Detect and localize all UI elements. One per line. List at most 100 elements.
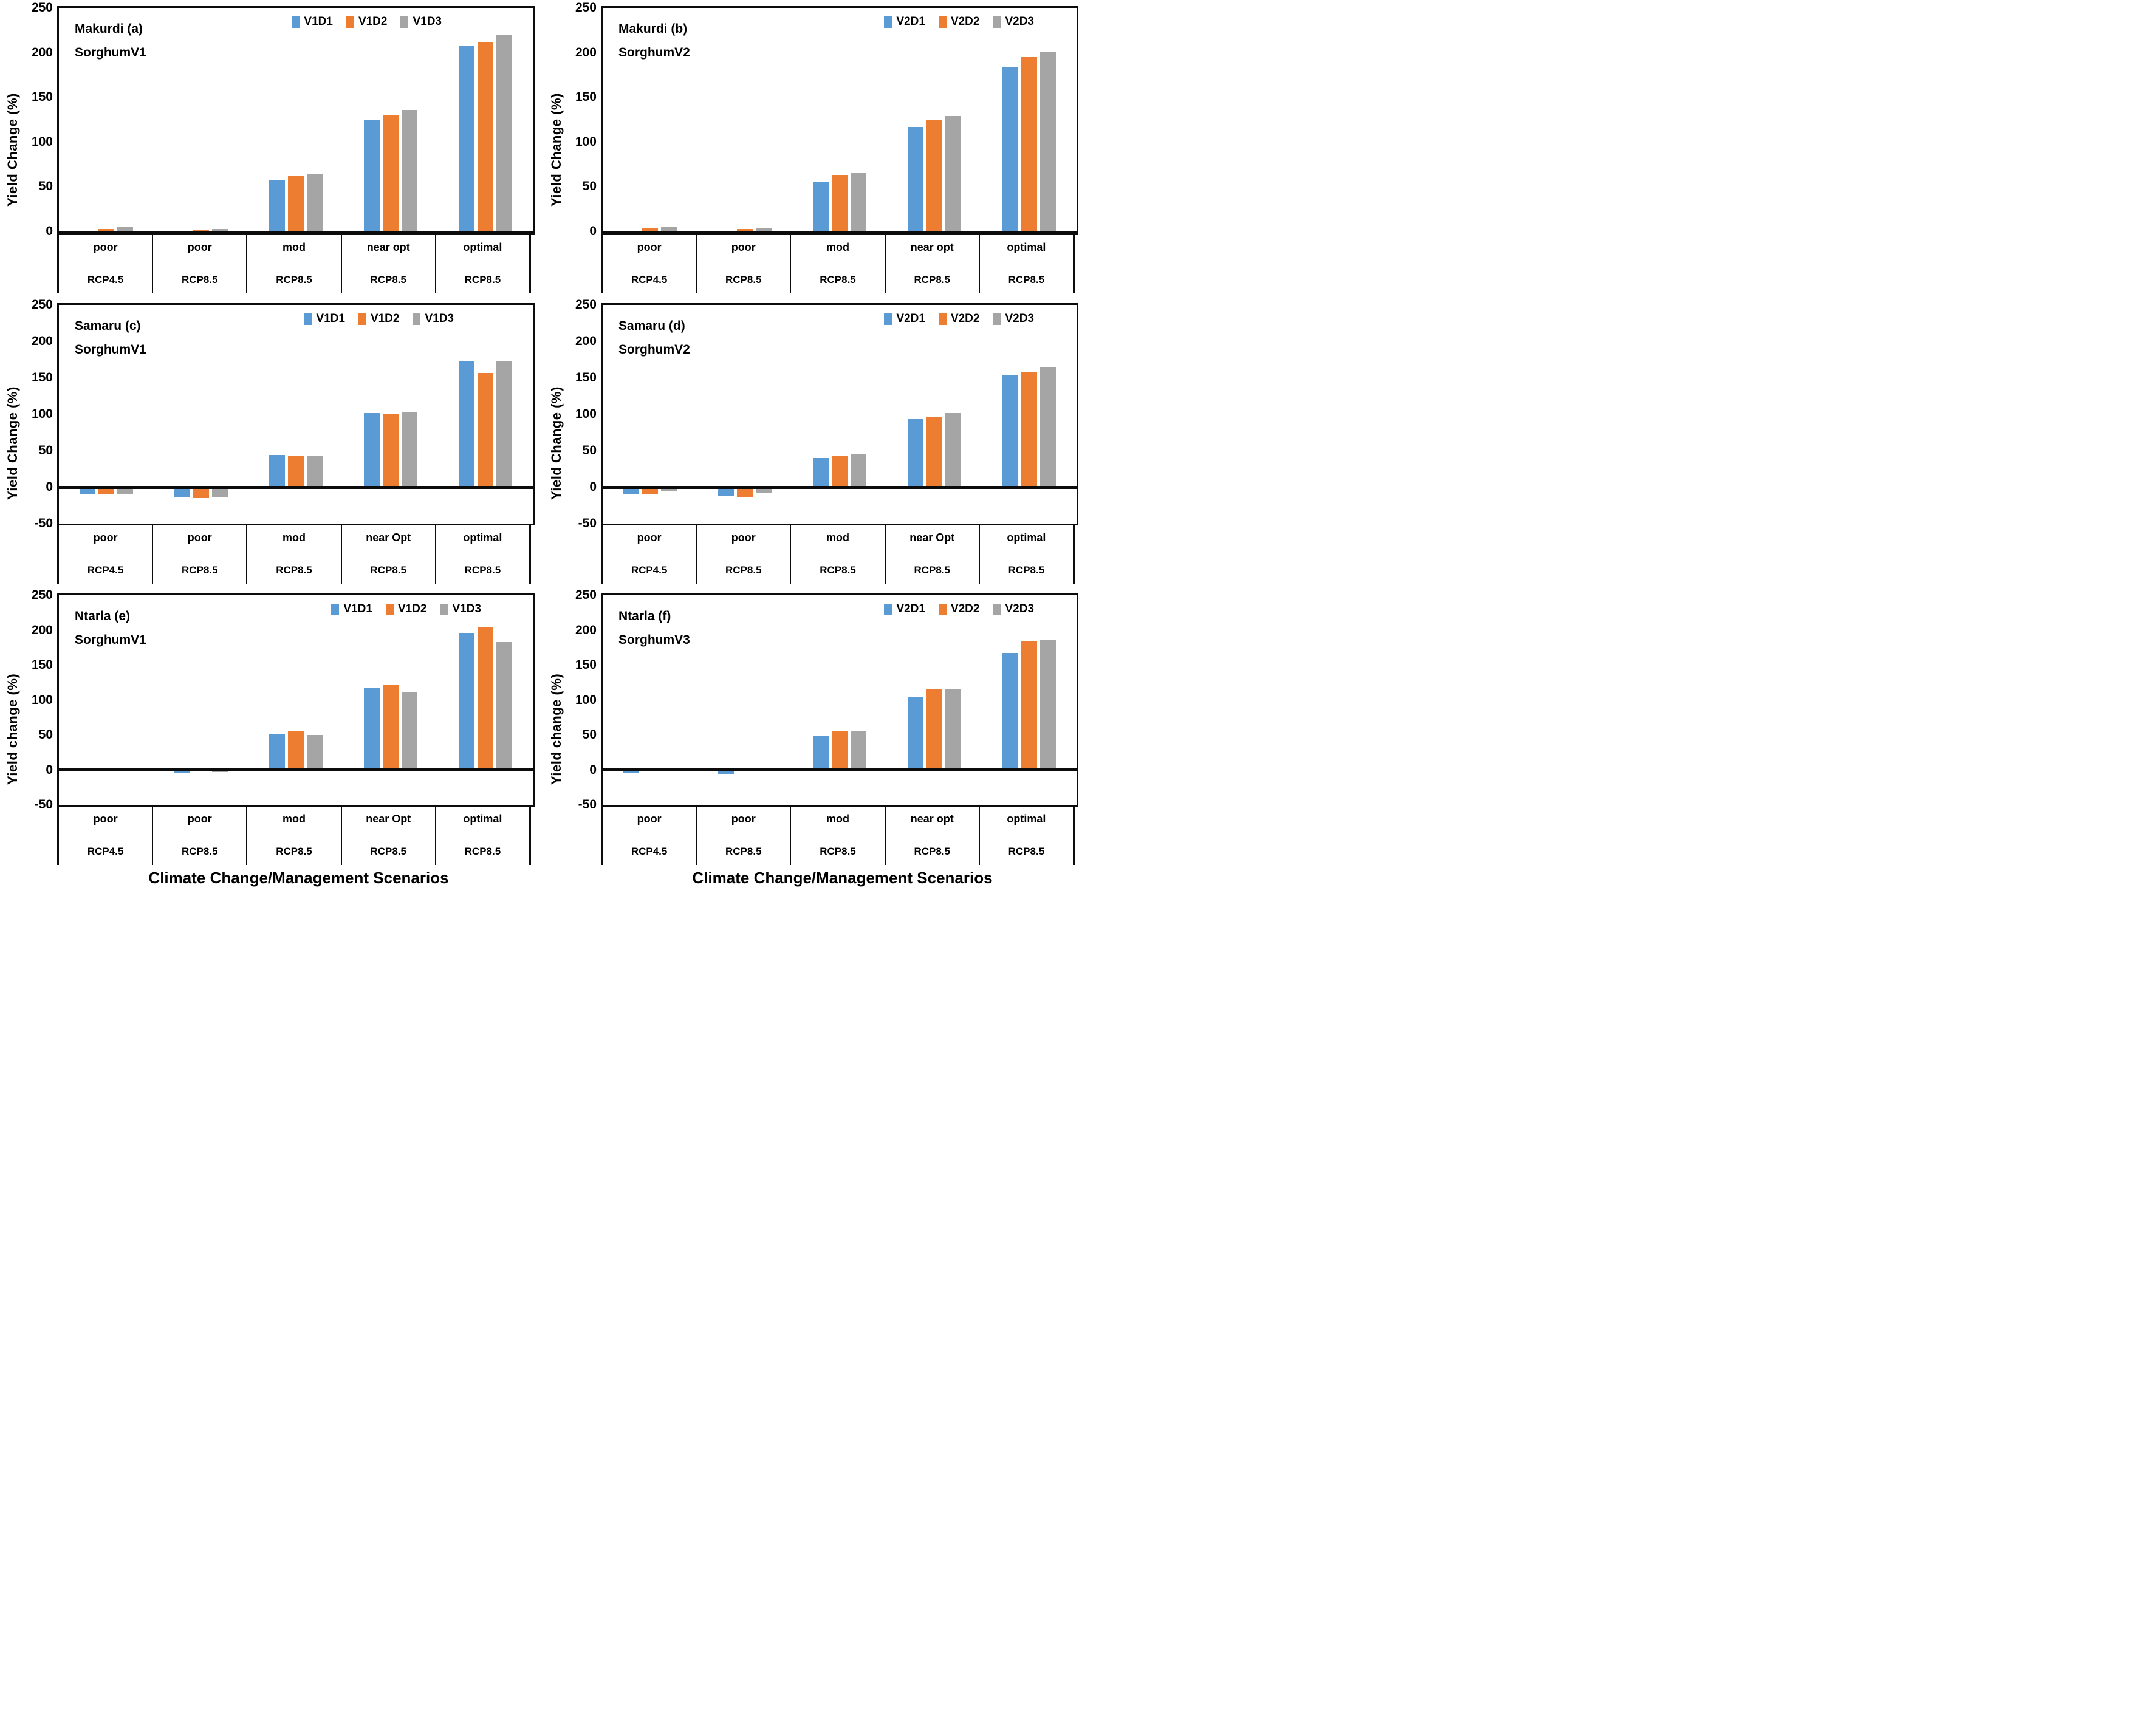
y-tick-label: 150 [31,90,53,104]
panel-title: Makurdi (b) SorghumV2 [618,18,690,65]
y-tick-label: 100 [575,134,597,149]
y-tick-label: 250 [575,298,597,312]
zero-axis-line [59,768,533,771]
x-axis-title-row: Climate Change/Management Scenarios Clim… [0,865,1087,898]
y-tick-label: 50 [582,443,597,457]
bar-v2d1-poor-rcp4.5 [623,487,639,494]
category-level-label: poor [187,813,212,825]
bar-v2d2-near-opt-rcp8.5 [926,120,942,231]
y-tick-label: 200 [31,45,53,60]
panel-title-line: Makurdi (a) [75,22,143,36]
category-cell: optimal RCP8.5 [436,807,529,865]
legend: V1D1 V1D2 V1D3 [304,312,454,326]
y-tick-label: 0 [589,480,597,494]
bar-v2d1-optimal-rcp8.5 [1002,375,1018,487]
plot-area: 250 200 150 100 50 0 -50 Samaru (c) SorghumV1 V1D… [32,298,535,530]
bar-v2d3-poor-rcp8.5 [756,487,772,493]
bar-v1d2-near-opt-rcp8.5 [383,685,399,770]
bar-v2d2-optimal-rcp8.5 [1021,372,1037,487]
bar-v2d2-near-opt-rcp8.5 [926,689,942,770]
legend: V2D1 V2D2 V2D3 [884,603,1034,616]
category-rcp-label: RCP4.5 [87,274,124,285]
bar-v2d1-mod-rcp8.5 [813,458,829,487]
panel-title-line: Samaru (c) [75,319,141,333]
legend-swatch-icon [993,313,1001,325]
legend-item-v1d1: V1D1 [304,312,345,326]
category-level-label: mod [283,813,306,825]
y-tick-label: -50 [578,798,597,812]
legend-label: V2D2 [950,312,980,325]
category-axis: poor RCP4.5 poor RCP8.5 mod RCP8.5 near opt RCP… [57,235,531,293]
zero-axis-line [603,768,1077,771]
legend-item-v1d3: V1D3 [440,603,481,616]
category-level-label: mod [826,813,849,825]
legend-swatch-icon [292,16,300,28]
bar-v2d3-mod-rcp8.5 [851,731,866,770]
legend-label: V1D2 [370,312,400,325]
category-cell: mod RCP8.5 [247,525,342,584]
legend-swatch-icon [884,16,892,28]
legend-item-v2d1: V2D1 [884,312,925,326]
category-rcp-label: RCP4.5 [87,846,124,857]
category-rcp-label: RCP4.5 [631,274,668,285]
category-cell: optimal RCP8.5 [980,235,1073,293]
y-tick-label: -50 [34,516,53,530]
legend-item-v2d1: V2D1 [884,15,925,29]
category-rcp-label: RCP8.5 [370,274,406,285]
legend-item-v2d2: V2D2 [938,15,979,29]
category-rcp-label: RCP8.5 [182,564,218,576]
legend-label: V2D1 [896,15,925,28]
plot-area: 250 200 150 100 50 0 Makurdi (a) SorghumV1 V1D1 V… [32,1,535,238]
legend-swatch-icon [993,16,1001,28]
bar-v2d3-poor-rcp8.5 [756,228,772,231]
category-rcp-label: RCP4.5 [631,564,668,576]
legend-swatch-icon [346,16,354,28]
legend-label: V2D3 [1005,312,1034,325]
zero-axis-line [603,485,1077,489]
category-cell: near opt RCP8.5 [886,807,980,865]
y-tick-label: 150 [575,90,597,104]
category-level-label: mod [283,241,306,253]
panel-title-line: SorghumV1 [75,342,146,357]
category-level-label: mod [826,241,849,253]
legend-label: V1D2 [358,15,388,28]
bar-v2d2-mod-rcp8.5 [832,175,848,231]
plot-wrapper: 250 200 150 100 50 0 Makurdi (b) SorghumV2 V2D1 V… [575,1,1078,293]
bar-v2d2-optimal-rcp8.5 [1021,56,1037,231]
chart-panel-f: Yield change (%) 250 200 150 100 50 0 -50 Ntarla… [546,588,1084,865]
category-level-label: near opt [910,813,954,825]
legend-label: V2D2 [950,603,980,615]
plot-wrapper: 250 200 150 100 50 0 -50 Ntarla (e) SorghumV1 V1D… [32,588,535,865]
category-axis: poor RCP4.5 poor RCP8.5 mod RCP8.5 near Opt RCP… [601,525,1075,584]
category-level-label: near Opt [366,813,411,825]
legend-label: V2D1 [896,312,925,325]
panel-title-line: SorghumV3 [618,632,690,647]
category-level-label: poor [637,531,662,544]
bar-v2d3-optimal-rcp8.5 [1040,640,1056,770]
bar-v1d2-mod-rcp8.5 [288,176,304,231]
category-axis: poor RCP4.5 poor RCP8.5 mod RCP8.5 near Opt RCP… [57,525,531,584]
legend: V1D1 V1D2 V1D3 [292,15,442,29]
chart-panel-d: Yield Change (%) 250 200 150 100 50 0 -50 Samaru… [546,298,1084,584]
category-cell: poor RCP4.5 [59,807,154,865]
y-tick-label: 0 [46,224,53,238]
category-rcp-label: RCP8.5 [820,564,856,576]
category-cell: poor RCP4.5 [59,525,154,584]
legend-swatch-icon [413,313,421,325]
legend-label: V1D3 [413,15,442,28]
category-cell: optimal RCP8.5 [980,525,1073,584]
legend-swatch-icon [884,603,892,615]
bar-v1d1-poor-rcp8.5 [174,230,190,231]
bar-v1d1-poor-rcp4.5 [80,230,95,231]
legend-swatch-icon [331,603,340,615]
y-tick-label: -50 [578,516,597,530]
bar-v1d1-mod-rcp8.5 [269,455,285,487]
bar-v2d2-mod-rcp8.5 [832,456,848,487]
bar-v1d1-poor-rcp8.5 [174,487,190,497]
bar-v2d1-near-opt-rcp8.5 [908,126,923,231]
panel-title-line: Ntarla (e) [75,609,131,623]
category-rcp-label: RCP8.5 [820,274,856,285]
bar-v1d3-near-opt-rcp8.5 [402,412,417,487]
category-cell: optimal RCP8.5 [436,235,529,293]
legend-item-v1d2: V1D2 [358,312,400,326]
